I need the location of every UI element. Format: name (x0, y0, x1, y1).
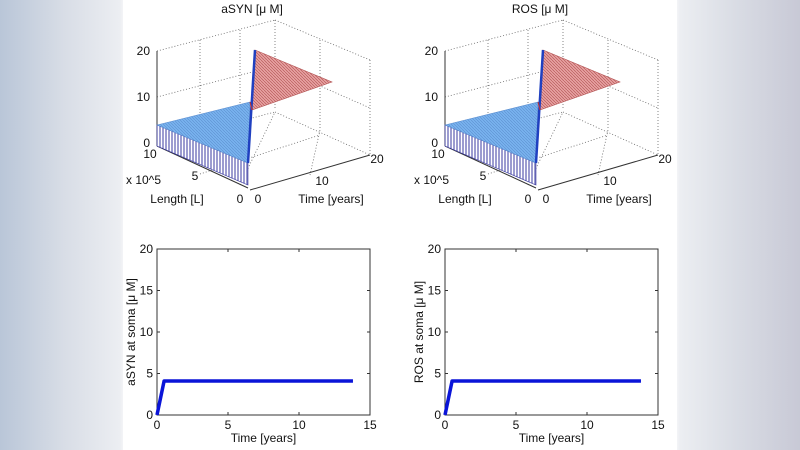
plot-title: ROS [μ M] (512, 2, 568, 16)
x-tick-label: 0 (154, 418, 161, 432)
x-tick-label: 10 (315, 174, 329, 188)
y-tick-label: 20 (428, 242, 442, 256)
x-tick-label: 10 (580, 418, 594, 432)
x-axis (249, 154, 371, 191)
x-tick-label: 20 (658, 152, 672, 166)
y-multiplier-label: x 10^5 (414, 173, 449, 187)
y-multiplier-label: x 10^5 (126, 173, 161, 187)
x-tick-label: 20 (370, 152, 384, 166)
y-tick-label: 10 (428, 325, 442, 339)
z-tick-label: 0 (143, 136, 150, 150)
y-tick-label: 15 (140, 284, 154, 298)
x-tick-label: 0 (255, 192, 262, 206)
x-axis-label: Time [years] (231, 431, 297, 445)
z-tick-label: 0 (431, 136, 438, 150)
line-plot-3: 0 5 10 15 0 5 10 15 20 Time [years] ROS at soma [μ… (412, 242, 665, 445)
z-tick-label: 10 (425, 90, 439, 104)
x-tick-label: 5 (225, 418, 232, 432)
grid-line (562, 65, 659, 109)
z-tick-label: 20 (137, 44, 151, 58)
y-tick-label: 0 (146, 408, 153, 422)
y-tick-label: 20 (140, 242, 154, 256)
x-tick-label: 0 (442, 418, 449, 432)
x-tick-label: 10 (292, 418, 306, 432)
plot-title: aSYN [μ M] (221, 2, 283, 16)
x-tick-label: 15 (651, 418, 665, 432)
y-tick-label: 10 (140, 325, 154, 339)
y-tick-label: 10 (143, 147, 157, 161)
x-tick-label: 0 (543, 192, 550, 206)
y-tick-label: 10 (431, 147, 445, 161)
x-tick-label: 10 (603, 174, 617, 188)
y-axis (444, 145, 537, 189)
y-tick-label: 5 (192, 169, 199, 183)
x-axis-label: Time [years] (519, 431, 585, 445)
x-tick-label: 15 (363, 418, 377, 432)
y-axis (156, 145, 249, 189)
plot-area (444, 248, 659, 416)
y-axis-label: Length [L] (150, 192, 203, 206)
line-plot-2: 0 5 10 15 0 5 10 15 20 Time [years] aSYN at soma [… (124, 242, 377, 445)
z-tick-label: 10 (137, 90, 151, 104)
y-axis-label: Length [L] (438, 192, 491, 206)
y-tick-label: 5 (146, 367, 153, 381)
y-axis-label: aSYN at soma [μ M] (124, 278, 138, 386)
grid-line (562, 19, 659, 61)
grid-line (274, 65, 371, 109)
plot-area (156, 248, 371, 416)
y-tick-label: 15 (428, 284, 442, 298)
y-tick-label: 0 (525, 192, 532, 206)
x-axis-label: Time [years] (586, 192, 652, 206)
y-tick-label: 5 (480, 169, 487, 183)
z-tick-label: 20 (425, 44, 439, 58)
y-tick-label: 0 (237, 192, 244, 206)
surface-seam (537, 101, 541, 111)
x-tick-label: 5 (513, 418, 520, 432)
x-axis (537, 154, 659, 191)
grid-line (274, 19, 371, 61)
y-axis-label: ROS at soma [μ M] (412, 281, 426, 383)
y-tick-label: 5 (434, 367, 441, 381)
y-tick-label: 0 (434, 408, 441, 422)
surface-seam (249, 101, 253, 111)
x-axis-label: Time [years] (298, 192, 364, 206)
